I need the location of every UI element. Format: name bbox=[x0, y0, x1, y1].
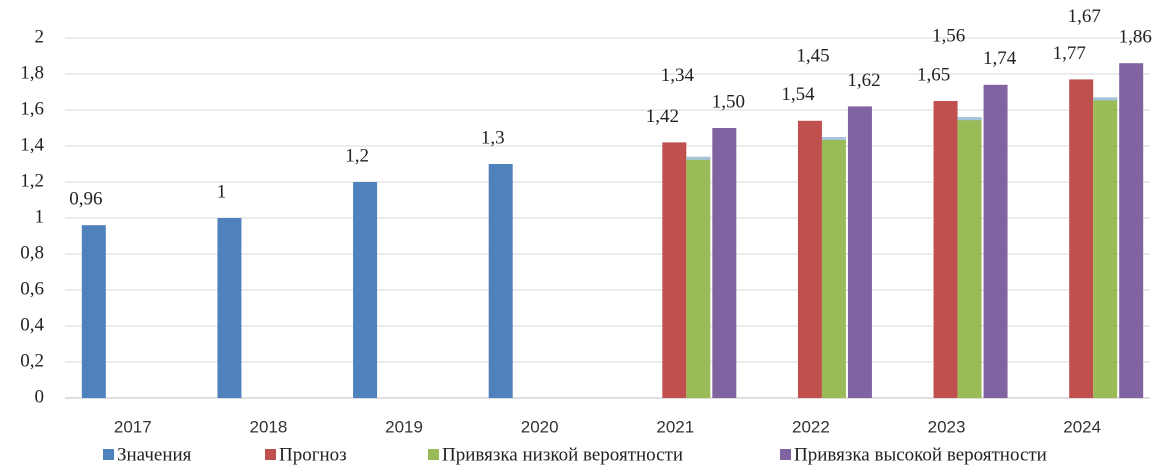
y-tick-label: 0 bbox=[35, 386, 45, 407]
y-tick-label: 2 bbox=[35, 26, 45, 47]
bar bbox=[712, 128, 737, 398]
bar bbox=[686, 156, 711, 398]
data-label: 1,56 bbox=[932, 26, 965, 47]
y-tick-label: 0,8 bbox=[20, 242, 44, 263]
bar bbox=[983, 84, 1008, 399]
data-label: 1,45 bbox=[796, 45, 829, 66]
x-tick-label: 2023 bbox=[928, 417, 966, 436]
x-tick-label: 2020 bbox=[521, 417, 559, 436]
data-label: 1,86 bbox=[1119, 27, 1152, 48]
bar bbox=[217, 218, 242, 398]
data-label: 1,42 bbox=[646, 106, 679, 127]
x-tick-label: 2017 bbox=[114, 417, 152, 436]
data-label: 1,74 bbox=[983, 48, 1017, 69]
bar-edge bbox=[1093, 97, 1118, 101]
bar bbox=[797, 120, 822, 399]
data-label: 0,96 bbox=[69, 189, 102, 210]
x-tick-label: 2024 bbox=[1063, 417, 1101, 436]
x-tick-label: 2022 bbox=[792, 417, 830, 436]
bar bbox=[353, 182, 378, 398]
legend-marker bbox=[780, 449, 791, 460]
bar bbox=[847, 106, 872, 399]
data-label: 1,77 bbox=[1053, 43, 1086, 64]
y-tick-label: 1,4 bbox=[20, 134, 44, 155]
data-label: 1,67 bbox=[1068, 6, 1101, 27]
legend-label: Привязка высокой вероятности bbox=[794, 444, 1047, 465]
y-tick-label: 1,6 bbox=[20, 98, 44, 119]
legend-label: Прогноз bbox=[279, 444, 347, 465]
data-label: 1,50 bbox=[712, 91, 745, 112]
data-label: 1,2 bbox=[345, 145, 369, 166]
y-tick-label: 0,6 bbox=[20, 278, 44, 299]
bar bbox=[957, 117, 982, 398]
y-tick-label: 1,2 bbox=[20, 170, 44, 191]
y-tick-label: 0,4 bbox=[20, 314, 44, 335]
x-tick-label: 2021 bbox=[656, 417, 694, 436]
bar bbox=[821, 137, 846, 398]
bar bbox=[488, 164, 513, 398]
legend-marker bbox=[103, 449, 114, 460]
bar-edge bbox=[957, 117, 982, 121]
bar bbox=[1093, 97, 1118, 399]
x-tick-label: 2018 bbox=[250, 417, 288, 436]
legend-label: Значения bbox=[117, 444, 192, 465]
x-tick-label: 2019 bbox=[385, 417, 423, 436]
data-label: 1,34 bbox=[661, 65, 695, 86]
y-tick-label: 1 bbox=[35, 206, 45, 227]
data-label: 1,65 bbox=[917, 64, 950, 85]
y-tick-label: 1,8 bbox=[20, 62, 44, 83]
bar bbox=[933, 101, 958, 398]
bar bbox=[662, 142, 687, 398]
legend-marker bbox=[265, 449, 276, 460]
data-label: 1,3 bbox=[481, 127, 505, 148]
legend-marker bbox=[428, 449, 439, 460]
bar-edge bbox=[686, 156, 711, 160]
bar bbox=[1119, 63, 1144, 398]
y-tick-label: 0,2 bbox=[20, 350, 44, 371]
legend-label: Привязка низкой вероятности bbox=[442, 444, 683, 465]
data-label: 1,54 bbox=[781, 84, 815, 105]
bar bbox=[1069, 79, 1094, 399]
data-label: 1,62 bbox=[847, 70, 880, 91]
bar-edge bbox=[821, 137, 846, 140]
data-label: 1 bbox=[217, 181, 227, 202]
bar bbox=[81, 225, 106, 398]
